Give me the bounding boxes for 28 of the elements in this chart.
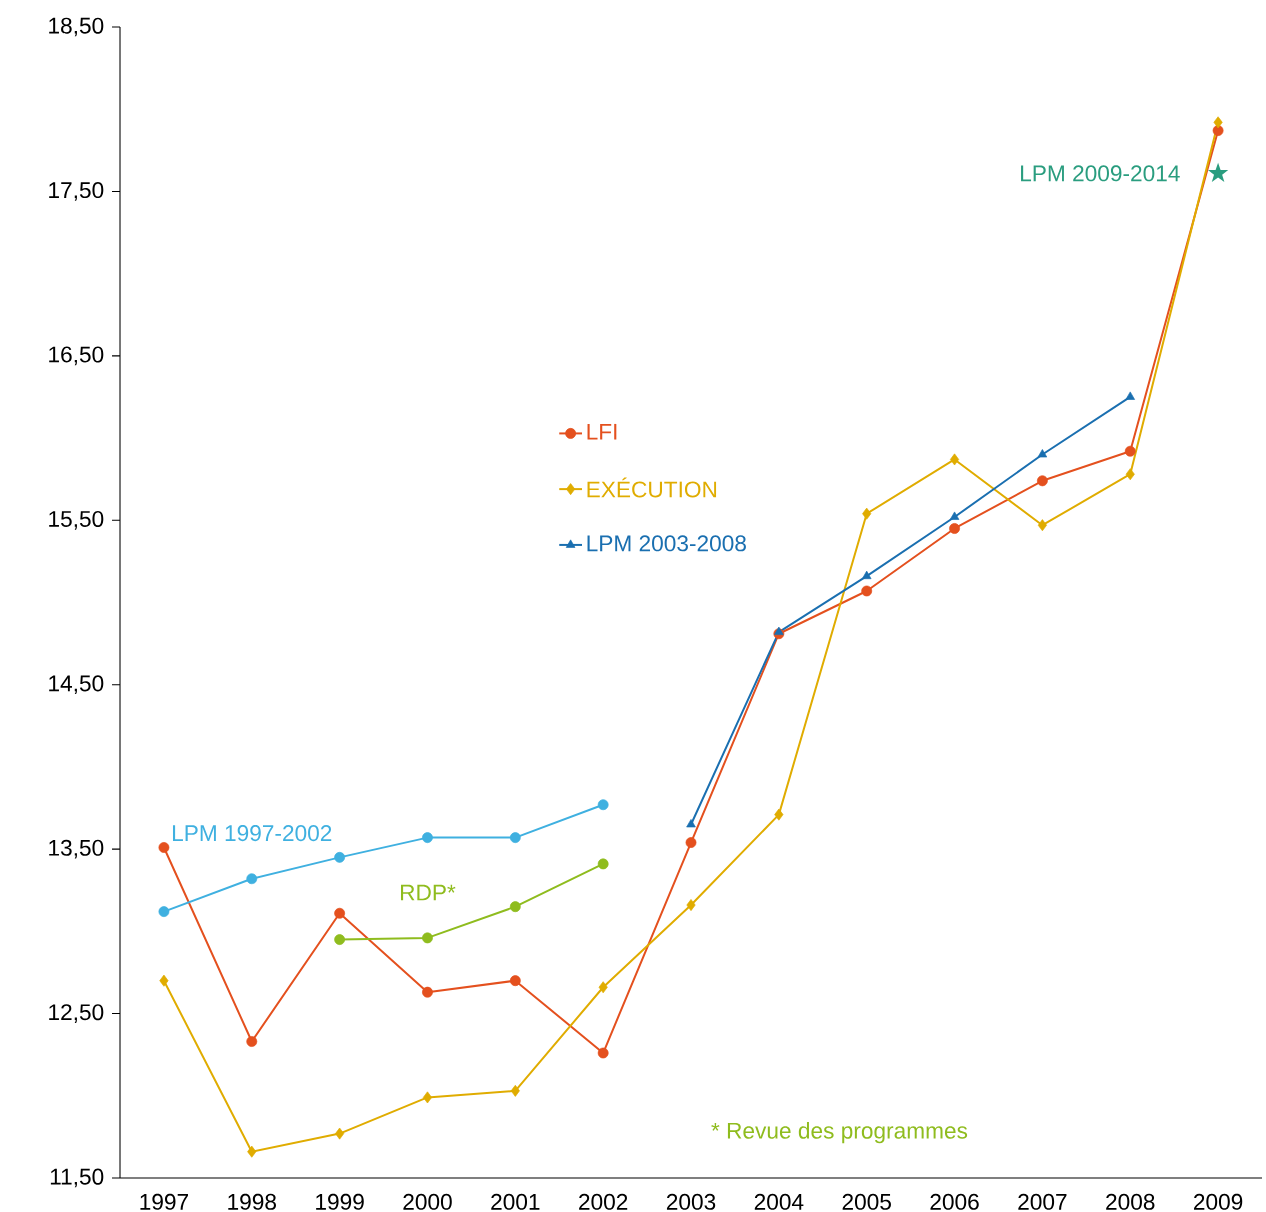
- legend-label: LFI: [587, 423, 617, 440]
- series-label: RDP*: [400, 884, 456, 901]
- y-tick-label: 18,50: [49, 17, 104, 37]
- y-tick-label: 13,50: [49, 839, 104, 859]
- y-tick-label: 14,50: [49, 675, 104, 695]
- y-tick-label: 11,50: [50, 1168, 104, 1188]
- x-tick-label: 2009: [1194, 1193, 1243, 1210]
- legend-label: EXÉCUTION: [587, 477, 717, 498]
- x-tick-label: 1998: [228, 1193, 276, 1210]
- x-tick-label: 2006: [930, 1193, 979, 1210]
- series-label: LPM 1997-2002: [172, 825, 332, 842]
- x-tick-label: 2000: [403, 1193, 452, 1210]
- x-tick-label: 2008: [1106, 1193, 1155, 1210]
- x-tick-label: 2004: [754, 1193, 804, 1210]
- x-tick-label: 2005: [842, 1193, 891, 1210]
- y-tick-label: 17,50: [49, 182, 104, 201]
- x-tick-label: 2002: [579, 1193, 628, 1210]
- y-tick-label: 12,50: [49, 1004, 104, 1023]
- x-tick-label: 1999: [316, 1193, 364, 1210]
- x-tick-label: 1997: [140, 1193, 188, 1210]
- x-tick-label: 2001: [491, 1193, 540, 1210]
- x-tick-label: 2007: [1018, 1193, 1067, 1210]
- x-tick-label: 2003: [666, 1193, 716, 1210]
- y-tick-label: 16,50: [49, 346, 104, 366]
- series-label: LPM 2009-2014: [1021, 165, 1180, 182]
- y-tick-label: 15,50: [49, 510, 104, 530]
- legend-label: LPM 2003-2008: [587, 535, 746, 552]
- annotation: * Revue des programmes: [711, 1122, 968, 1144]
